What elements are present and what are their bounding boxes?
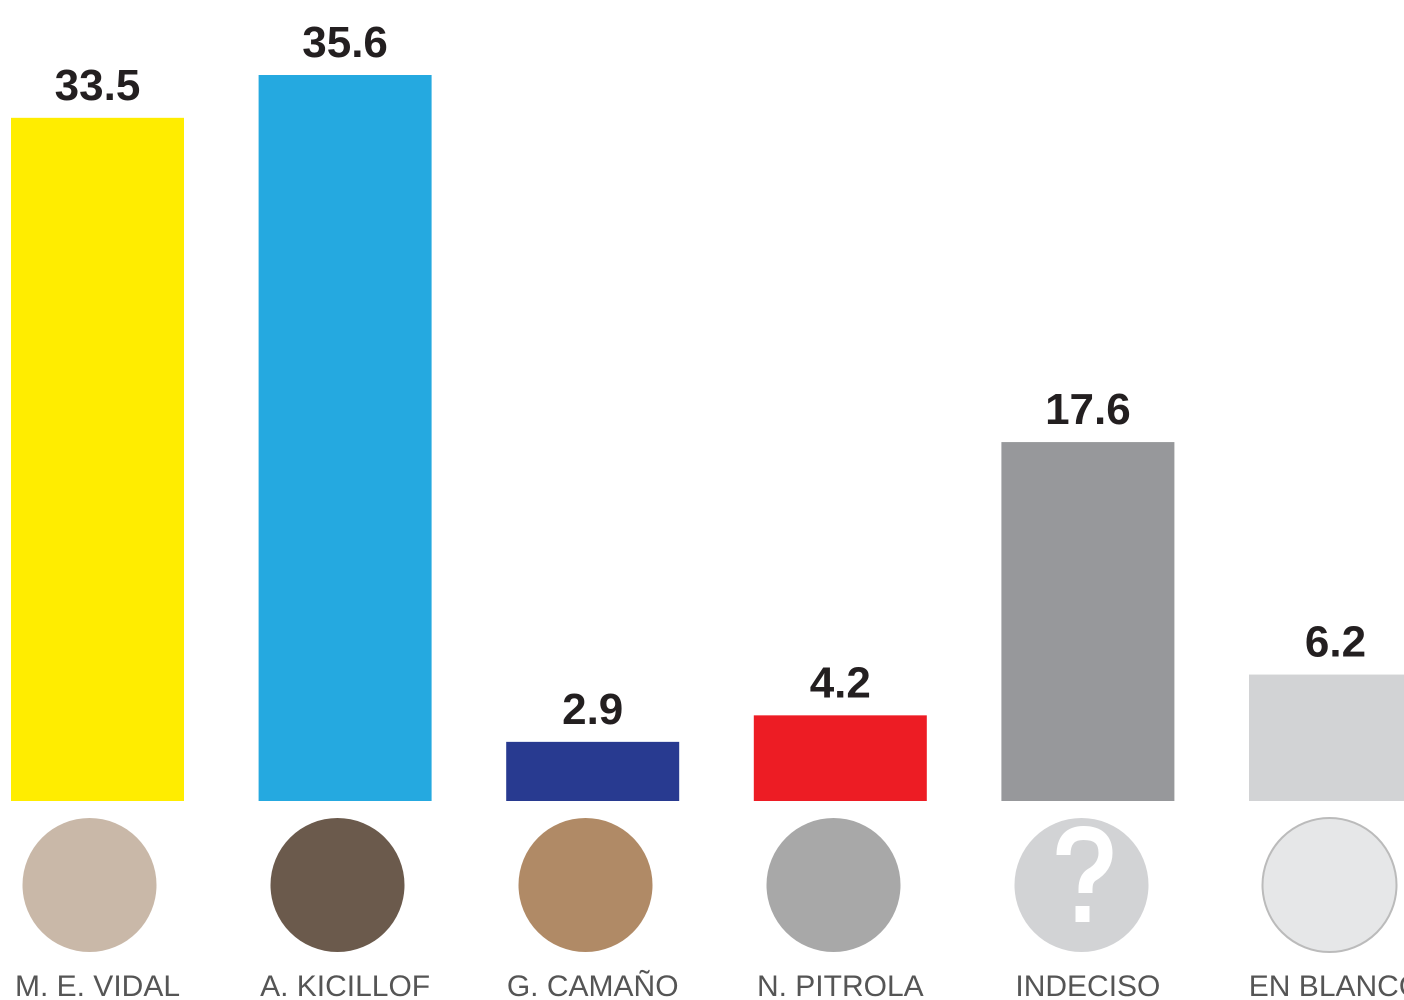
category-label: G. CAMAÑO [507,969,679,1000]
avatar [767,818,901,952]
bar [1001,442,1174,801]
question-dot [1076,906,1090,922]
category-label: N. PITROLA [757,970,924,1000]
category-label: INDECISO [1015,970,1160,1000]
value-label: 6.2 [1305,618,1366,667]
category-label: M. E. VIDAL [15,970,180,1000]
bar [1249,675,1404,801]
avatar [23,818,157,952]
value-label: 2.9 [562,685,623,734]
avatar [271,818,405,952]
bar [259,75,432,801]
chart: 33.5 M. E. VIDAL 35.6 A. KICILLOF 2.9 G. CAMA… [0,0,1404,1000]
avatar [1263,818,1397,952]
avatars [23,818,1397,952]
category-label: A. KICILLOF [260,970,430,1000]
value-label: 35.6 [302,18,388,67]
bar [754,715,927,801]
value-label: 17.6 [1045,385,1131,434]
category-label: EN BLANCO [1249,970,1404,1000]
value-label: 33.5 [55,61,141,110]
bar [11,118,184,801]
avatar [519,818,653,952]
value-label: 4.2 [810,658,871,707]
bar [506,742,679,801]
